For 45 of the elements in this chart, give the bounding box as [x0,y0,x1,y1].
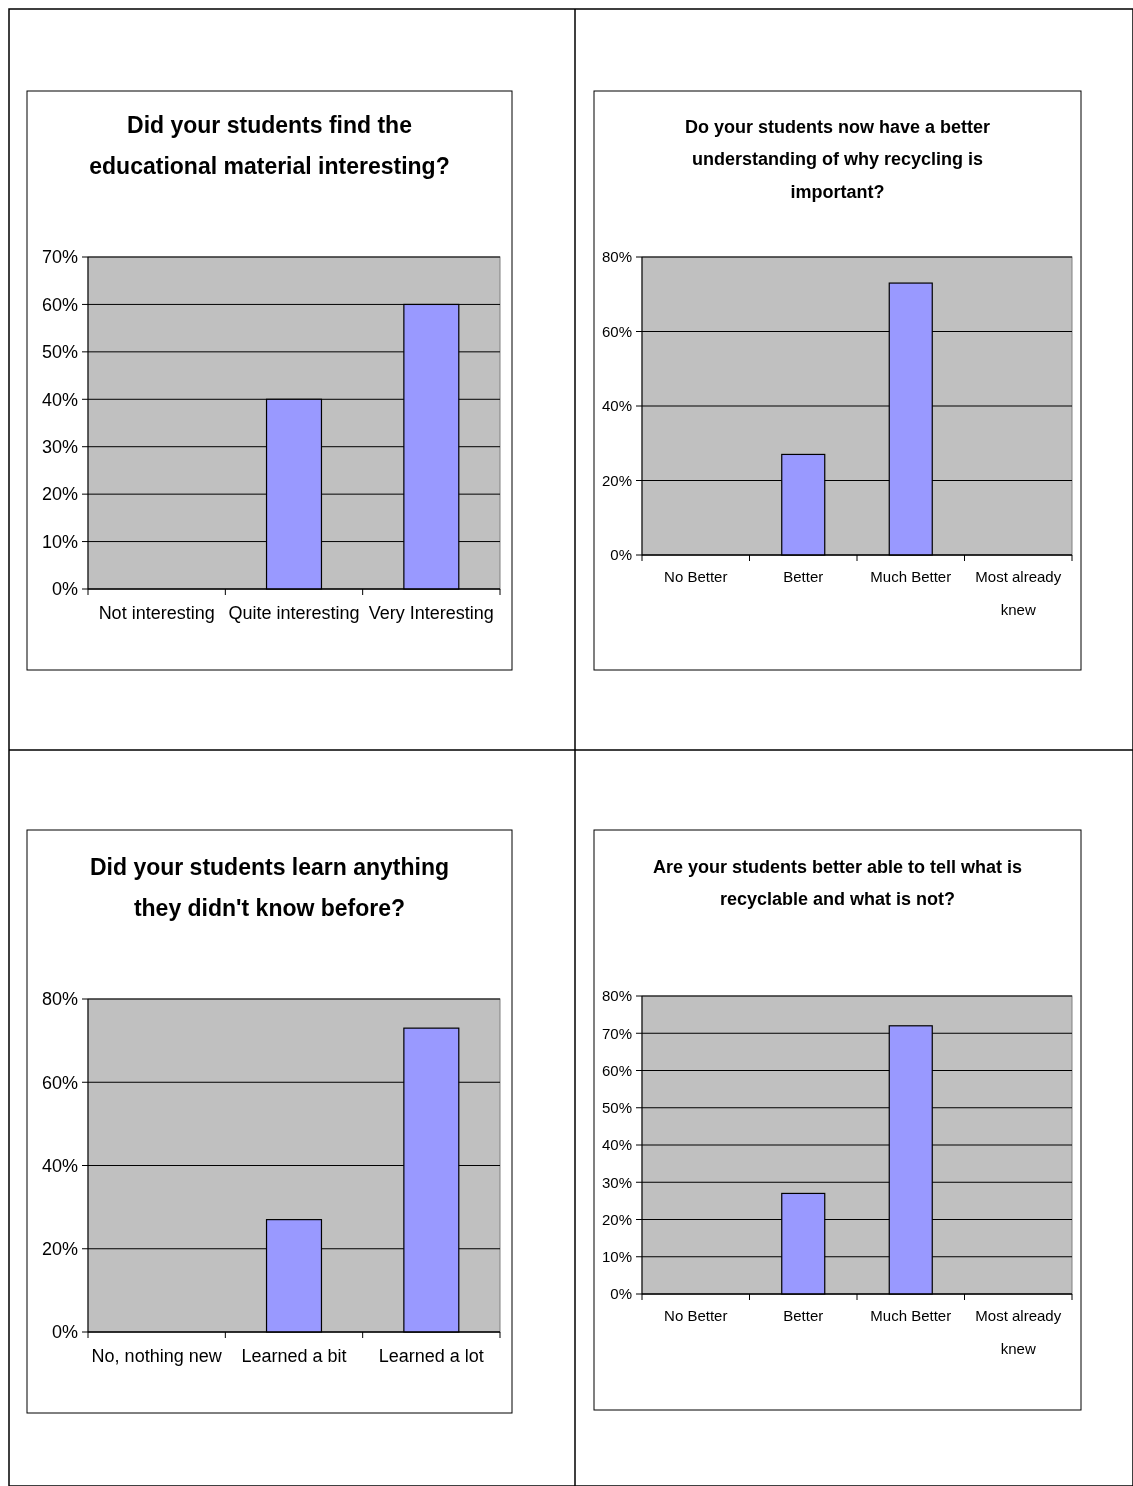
y-tick-label: 70% [601,1024,632,1042]
y-tick-label: 40% [41,1155,78,1176]
y-tick-label: 0% [51,579,78,600]
y-tick-label: 20% [41,1239,78,1260]
y-tick-label: 60% [41,1072,78,1093]
x-tick-label: Much Better [870,1307,952,1324]
y-tick-label: 20% [601,471,632,489]
y-tick-label: 10% [41,531,78,552]
y-tick-label: 0% [51,1322,78,1343]
chart-title: Did your students find the educational material interesting? [89,112,450,180]
x-tick-label: Better [783,1307,824,1324]
y-tick-label: 30% [41,437,78,458]
x-tick-label: Better [783,568,824,585]
y-tick-label: 0% [610,1285,632,1303]
x-tick-label: Very Interesting [368,603,494,623]
x-tick-label: Most already knew [975,1307,1062,1357]
y-tick-label: 80% [41,989,78,1010]
y-tick-label: 70% [41,247,78,268]
chart-title: Are your students better able to tell what is recyclable and what is not? [652,857,1023,910]
x-tick-label: Not interesting [98,603,215,623]
y-tick-label: 40% [41,389,78,410]
y-tick-label: 10% [601,1248,632,1265]
y-tick-label: 40% [601,397,632,415]
x-tick-label: Quite interesting [228,603,360,623]
y-tick-label: 50% [601,1099,632,1116]
x-tick-label: Much Better [870,568,952,585]
y-tick-label: 40% [601,1136,632,1154]
x-tick-label: Learned a bit [241,1346,347,1366]
y-tick-label: 80% [601,987,632,1005]
chart-title: Do your students now have a better understanding of why recycling is important? [684,117,991,202]
x-tick-label: No, nothing new [91,1346,223,1366]
y-tick-label: 60% [41,294,78,315]
y-tick-label: 50% [41,342,78,363]
y-tick-label: 20% [601,1210,632,1228]
y-tick-label: 60% [601,322,632,340]
y-tick-label: 0% [610,546,632,564]
y-tick-label: 20% [41,484,78,505]
y-tick-label: 60% [601,1061,632,1079]
x-tick-label: Learned a lot [378,1346,484,1366]
x-tick-label: No Better [664,568,728,585]
y-tick-label: 80% [601,248,632,266]
x-tick-label: Most already knew [975,568,1062,618]
x-tick-label: No Better [664,1307,728,1324]
y-tick-label: 30% [601,1173,632,1191]
chart-title: Did your students learn anything they didn't know before? [89,854,450,922]
